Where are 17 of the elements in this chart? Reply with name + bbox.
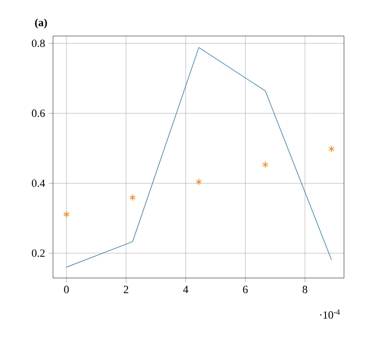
x-tick-label: 6 (243, 286, 248, 294)
point (196, 178, 202, 186)
point (328, 146, 334, 152)
y-tick-label: 0.4 (32, 180, 46, 187)
text: ·10$^{-4}$ (320, 310, 340, 319)
chart-title: (a) (35, 18, 47, 28)
line-series (66, 47, 332, 268)
point (262, 161, 268, 168)
y-tick-label: 0.2 (32, 249, 45, 257)
y-tick-label: 0.8 (32, 40, 45, 48)
x-tick-label: 8 (302, 286, 308, 294)
point (130, 194, 136, 201)
x-tick-label: 4 (183, 286, 188, 294)
x-tick-label: 0 (64, 286, 69, 294)
point (63, 210, 70, 218)
y-tick-label: 0.6 (32, 110, 45, 118)
x-tick-label: 2 (124, 286, 128, 294)
